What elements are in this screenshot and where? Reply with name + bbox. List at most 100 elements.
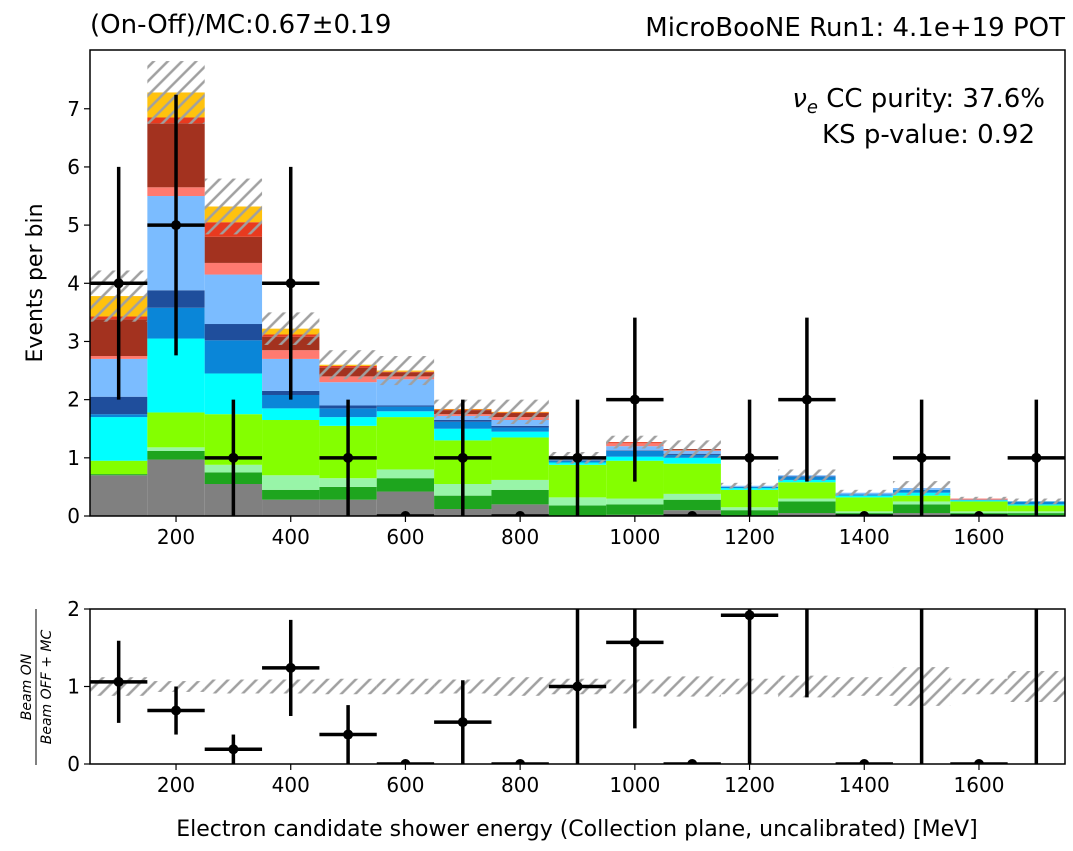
stack-segment xyxy=(663,457,721,464)
y-tick-label: 4 xyxy=(67,271,80,295)
stack-segment xyxy=(606,498,664,505)
y-label-numerator: Beam ON xyxy=(19,653,35,720)
annotation-text: CC purity: 37.6% xyxy=(818,84,1045,114)
x-tick-label: 1200 xyxy=(724,773,775,797)
data-point xyxy=(400,511,411,516)
data-point xyxy=(572,452,583,463)
mc-uncertainty xyxy=(663,440,721,458)
data-point xyxy=(113,278,124,289)
data-point xyxy=(744,452,755,463)
stack-segment xyxy=(90,417,148,461)
stack-segment xyxy=(90,396,148,415)
stack-segment xyxy=(90,474,148,476)
plot-area xyxy=(90,537,1065,764)
mc-uncertainty xyxy=(204,178,263,235)
y-tick-label: 7 xyxy=(67,97,80,121)
data-point xyxy=(916,452,927,463)
stack-segment xyxy=(262,475,320,490)
stack-segment xyxy=(319,382,377,406)
mc-uncertainty xyxy=(835,677,893,696)
mc-uncertainty xyxy=(835,489,893,496)
stack-segment xyxy=(204,262,263,275)
stack-segment xyxy=(778,513,836,516)
x-tick-label: 1400 xyxy=(839,525,890,549)
data-point xyxy=(171,220,182,231)
y-tick-label: 0 xyxy=(67,504,80,528)
data-point xyxy=(629,394,640,405)
data-point xyxy=(228,452,239,463)
stack-segment xyxy=(147,412,205,448)
y-tick-label: 3 xyxy=(67,329,80,353)
x-axis-label: Electron candidate shower energy (Collec… xyxy=(176,817,978,842)
mc-uncertainty xyxy=(319,678,377,695)
x-tick-label: 1200 xyxy=(724,525,775,549)
stack-segment xyxy=(376,469,435,479)
stack-segment xyxy=(778,498,836,502)
x-tick-label: 200 xyxy=(157,773,195,797)
x-tick-label: 1000 xyxy=(609,525,660,549)
data-point xyxy=(457,452,468,463)
stack-segment xyxy=(376,411,435,418)
data-point xyxy=(400,759,411,764)
y-tick-label: 2 xyxy=(67,597,80,621)
stack-segment xyxy=(262,394,320,409)
stack-segment xyxy=(262,489,320,500)
mc-uncertainty xyxy=(376,678,435,695)
stack-segment xyxy=(778,482,836,499)
data-point xyxy=(343,729,354,740)
mc-uncertainty xyxy=(491,677,549,696)
stack-segment xyxy=(376,405,435,407)
stack-segment xyxy=(204,340,263,374)
data-point xyxy=(515,511,526,516)
y-tick-label: 1 xyxy=(67,446,80,470)
data-point xyxy=(859,759,870,764)
data-point xyxy=(572,681,583,692)
title-right: MicroBooNE Run1: 4.1e+19 POT xyxy=(645,13,1065,43)
stack-segment xyxy=(778,501,836,514)
y-axis-label: Beam ON Beam OFF + MC xyxy=(19,609,55,765)
data-point xyxy=(457,717,468,728)
data-point xyxy=(744,610,755,621)
mc-uncertainty xyxy=(319,350,377,380)
stack-segment xyxy=(491,489,549,505)
stack-segment xyxy=(835,495,893,498)
stack-segment xyxy=(491,425,549,428)
x-tick-label: 600 xyxy=(386,525,424,549)
stack-segment xyxy=(376,406,435,412)
stack-segment xyxy=(491,431,549,438)
stack-segment xyxy=(663,499,721,511)
annotation: νe CC purity: 37.6% xyxy=(792,84,1045,118)
plot-area xyxy=(90,61,1065,516)
y-axis-label: Events per bin xyxy=(23,203,48,362)
y-tick-label: 5 xyxy=(67,213,80,237)
annotation: KS p-value: 0.92 xyxy=(822,120,1035,150)
stack-segment xyxy=(491,427,549,432)
y-tick-label: 1 xyxy=(67,675,80,699)
data-point xyxy=(1031,452,1042,463)
x-tick-label: 1600 xyxy=(954,525,1005,549)
data-point xyxy=(285,662,296,673)
y-tick-label: 0 xyxy=(67,752,80,776)
data-point xyxy=(917,598,927,608)
y-label-denominator: Beam OFF + MC xyxy=(39,630,55,745)
stack-segment xyxy=(90,414,148,418)
mc-uncertainty xyxy=(204,679,263,694)
stack-segment xyxy=(204,236,263,263)
stack-segment xyxy=(663,493,721,500)
data-point xyxy=(171,705,182,716)
data-point xyxy=(687,511,698,516)
data-point xyxy=(802,537,812,547)
stack-segment xyxy=(147,447,205,451)
data-point xyxy=(687,759,698,764)
x-tick-label: 400 xyxy=(272,525,310,549)
data-point xyxy=(228,744,239,755)
x-tick-label: 1400 xyxy=(839,773,890,797)
annotation-symbol: ν xyxy=(792,84,807,114)
data-point xyxy=(973,511,984,516)
x-tick-label: 800 xyxy=(501,525,539,549)
x-tick-label: 400 xyxy=(272,773,310,797)
stack-segment xyxy=(606,504,664,515)
stack-segment xyxy=(262,499,320,516)
data-point xyxy=(973,759,984,764)
